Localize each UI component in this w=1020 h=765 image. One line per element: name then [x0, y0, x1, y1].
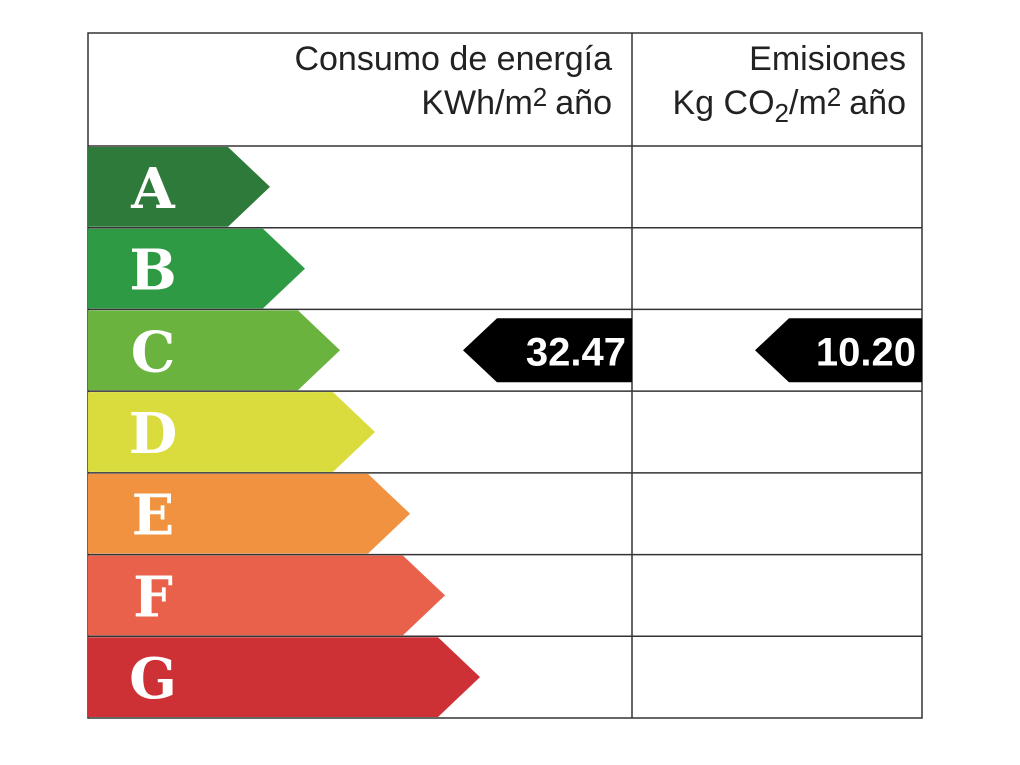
rating-arrow: [88, 637, 480, 717]
unit-part: año: [555, 84, 612, 122]
emissions-value: 10.20: [816, 330, 916, 374]
rating-letter: G: [129, 646, 177, 712]
energy-value: 32.47: [526, 330, 626, 374]
unit-part: /m: [789, 84, 827, 122]
energy-unit: KWh/m2 año: [421, 82, 612, 122]
rating-letter: D: [129, 401, 178, 467]
rating-letter: E: [132, 483, 175, 549]
unit-sup: 2: [827, 82, 841, 112]
energy-pointer: [463, 318, 632, 383]
unit-sup: 2: [533, 82, 547, 112]
rating-letter: F: [133, 564, 173, 630]
emissions-title: Emisiones: [749, 40, 906, 78]
rating-letter: A: [130, 156, 176, 222]
rating-arrow: [88, 147, 270, 227]
rating-arrow: [88, 392, 375, 472]
unit-part: KWh/m: [421, 84, 532, 122]
unit-part: Kg CO: [673, 84, 775, 122]
energy-title: Consumo de energía: [294, 40, 612, 78]
rating-arrow: [88, 473, 410, 554]
rating-letter: B: [129, 238, 176, 304]
rating-arrow: [88, 310, 340, 391]
rating-letter: C: [131, 319, 176, 385]
rating-arrow: [88, 555, 445, 636]
rating-arrow: [88, 228, 305, 309]
emissions-pointer: [755, 318, 922, 383]
emissions-unit: Kg CO2/m2 año: [673, 82, 907, 128]
unit-part: año: [849, 84, 906, 122]
unit-sub: 2: [775, 98, 789, 128]
